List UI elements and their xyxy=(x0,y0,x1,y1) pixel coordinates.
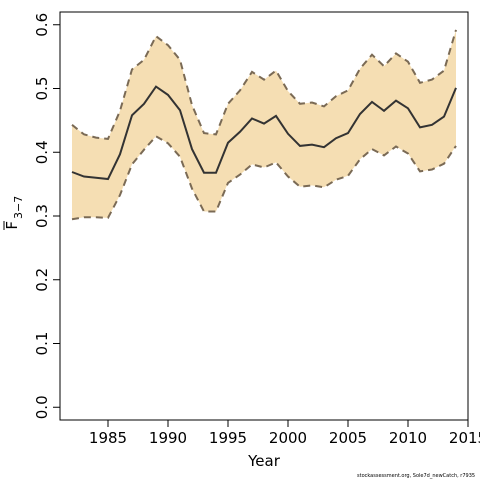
estimate-line xyxy=(71,85,457,181)
y-tick-label: 0.1 xyxy=(33,332,51,356)
upper-bound-line xyxy=(71,29,457,140)
y-tick-label: 0.6 xyxy=(33,13,51,37)
x-tick-label: 2015 xyxy=(449,429,480,447)
x-axis-title: Year xyxy=(247,452,281,470)
x-axis: 1985 1990 1995 2000 2005 2010 2015 xyxy=(89,420,480,447)
x-tick-label: 2010 xyxy=(389,429,427,447)
x-tick-label: 2005 xyxy=(329,429,367,447)
y-tick-label: 0.5 xyxy=(33,77,51,101)
y-axis-title-sub: 3−7 xyxy=(12,196,25,219)
y-tick-label: 0.2 xyxy=(33,268,51,292)
y-tick-label: 0.3 xyxy=(33,204,51,228)
y-tick-label: 0.4 xyxy=(33,140,51,164)
y-tick-label: 0.0 xyxy=(33,395,51,419)
x-tick-label: 2000 xyxy=(269,429,307,447)
footnote: stockassessment.org, Sole7d_newCatch, r7… xyxy=(357,473,476,479)
y-axis-title-main: F xyxy=(3,221,21,230)
x-tick-label: 1990 xyxy=(149,429,187,447)
x-tick-label: 1995 xyxy=(209,429,247,447)
y-axis: 0.0 0.1 0.2 0.3 0.4 0.5 0.6 xyxy=(33,13,60,419)
lower-bound-line xyxy=(71,135,457,221)
x-tick-label: 1985 xyxy=(89,429,127,447)
y-axis-title: F 3−7 xyxy=(3,196,25,230)
